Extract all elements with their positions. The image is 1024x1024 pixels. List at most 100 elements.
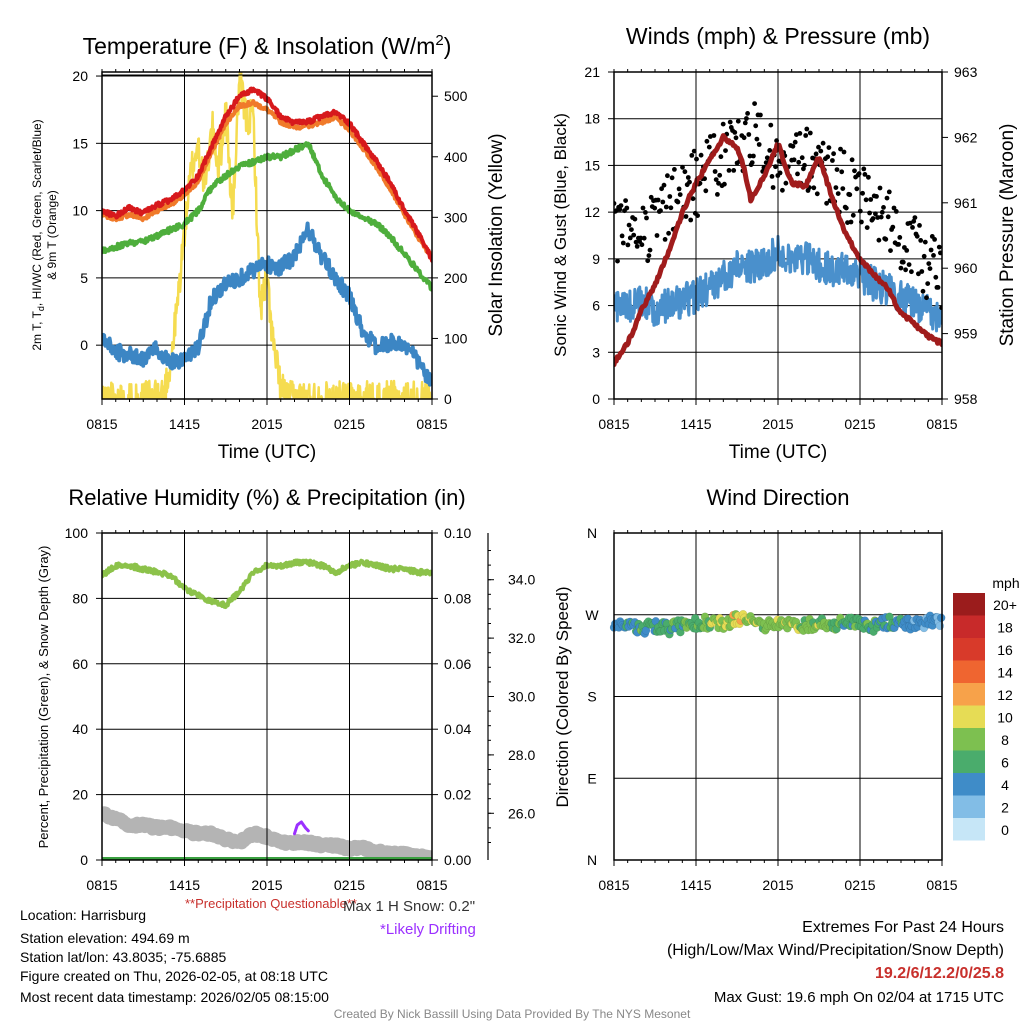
gust-point	[870, 216, 876, 221]
extremes-subtitle: (High/Low/Max Wind/Precipitation/Snow De…	[666, 942, 1004, 959]
winds-ytick: 18	[584, 111, 600, 127]
gust-point	[864, 225, 870, 231]
temperature-ylabel-line1: 2m T, Td, HI/WC (Red, Green, Scarlet/Blu…	[30, 119, 46, 350]
gust-point	[726, 168, 732, 173]
gust-point	[933, 274, 939, 280]
humidity-xtick: 0215	[334, 877, 365, 893]
speed-legend-label: 16	[997, 642, 1013, 658]
gust-point	[926, 261, 932, 266]
station-location: Location: Harrisburg	[20, 907, 147, 923]
gust-point	[919, 269, 925, 274]
max-hourly-snow-note: Max 1 H Snow: 0.2"	[343, 898, 476, 915]
winds-ytick: 3	[592, 344, 600, 360]
precipitation-questionable-note: **Precipitation Questionable**	[185, 896, 357, 911]
temperature-y2tick: 300	[444, 209, 468, 225]
speed-legend-title: mph	[992, 575, 1019, 591]
wind-direction-ylabel: Direction (Colored By Speed)	[553, 586, 572, 807]
humidity-xtick: 1415	[169, 877, 200, 893]
humidity-y2tick: 0.08	[444, 590, 471, 606]
gust-point	[727, 119, 733, 125]
direction-ytick: S	[587, 689, 596, 705]
gust-point	[640, 205, 646, 211]
gust-point	[861, 166, 867, 172]
gust-point	[669, 175, 675, 181]
gust-point	[921, 253, 927, 259]
temperature-y2tick: 500	[444, 88, 468, 104]
gust-point	[860, 190, 865, 196]
gust-point	[825, 154, 831, 160]
winds-xtick: 0215	[844, 416, 875, 432]
gust-point	[643, 210, 648, 215]
gust-point	[749, 160, 755, 166]
gust-point	[690, 196, 696, 202]
gust-point	[897, 235, 903, 240]
figure-created: Figure created on Thu, 2026-02-05, at 08…	[20, 968, 328, 984]
gust-point	[698, 152, 704, 158]
gust-point	[802, 162, 807, 168]
gust-point	[932, 237, 937, 242]
gust-point	[733, 135, 739, 141]
gust-point	[797, 131, 803, 136]
gust-point	[831, 151, 836, 157]
gust-point	[839, 169, 845, 175]
gust-point	[856, 171, 862, 177]
gust-point	[868, 197, 874, 202]
gust-point	[879, 209, 885, 215]
gust-point	[665, 173, 670, 179]
gust-point	[791, 157, 797, 163]
gust-point	[683, 214, 689, 219]
gust-point	[811, 185, 817, 191]
direction-ytick: N	[587, 852, 597, 868]
extremes-title: Extremes For Past 24 Hours	[802, 919, 1004, 936]
gust-point	[655, 197, 661, 203]
speed-legend-swatch	[953, 728, 985, 751]
gust-point	[648, 194, 654, 200]
speed-legend-swatch	[953, 773, 985, 796]
winds-ytick: 12	[584, 204, 600, 220]
gust-point	[629, 227, 634, 233]
winds-ytick: 6	[592, 298, 600, 314]
gust-point	[688, 217, 694, 223]
direction-xtick: 0815	[598, 877, 629, 893]
gust-point	[647, 247, 653, 253]
gust-point	[654, 233, 660, 238]
temperature-xtick: 0815	[416, 416, 447, 432]
gust-point	[854, 186, 860, 192]
gust-point	[935, 285, 941, 290]
gust-point	[884, 195, 890, 201]
winds-title: Winds (mph) & Pressure (mb)	[626, 23, 930, 49]
gust-point	[891, 205, 897, 211]
gust-point	[667, 194, 673, 199]
gust-point	[878, 214, 884, 220]
temperature-xtick: 0215	[334, 416, 365, 432]
gust-point	[752, 101, 757, 106]
gust-point	[615, 258, 620, 264]
direction-ytick: E	[587, 770, 596, 786]
recent-data-timestamp: Most recent data timestamp: 2026/02/05 0…	[20, 989, 329, 1005]
gust-point	[631, 232, 637, 238]
gust-point	[863, 197, 869, 203]
speed-legend-swatch	[953, 750, 985, 773]
winds-xtick: 2015	[762, 416, 793, 432]
speed-legend-swatch	[953, 615, 985, 638]
gust-point	[886, 189, 892, 195]
speed-legend-swatch	[953, 795, 985, 818]
gust-point	[807, 130, 813, 136]
credit-line: Created By Nick Bassill Using Data Provi…	[333, 1007, 691, 1021]
snow-ytick: 30.0	[508, 689, 535, 705]
likely-drifting-note: *Likely Drifting	[380, 921, 476, 938]
gust-point	[744, 116, 749, 121]
direction-ytick: W	[585, 607, 599, 623]
speed-legend-swatch	[953, 683, 985, 706]
winds-ytick: 9	[592, 251, 600, 267]
humidity-xtick: 0815	[416, 877, 447, 893]
gust-point	[703, 188, 709, 194]
gust-point	[928, 247, 934, 253]
gust-point	[751, 153, 756, 159]
gust-point	[625, 242, 631, 248]
gust-point	[723, 148, 728, 154]
humidity-y2tick: 0.02	[444, 787, 471, 803]
gust-point	[833, 185, 839, 191]
gust-point	[799, 155, 805, 161]
gust-point	[896, 242, 901, 247]
